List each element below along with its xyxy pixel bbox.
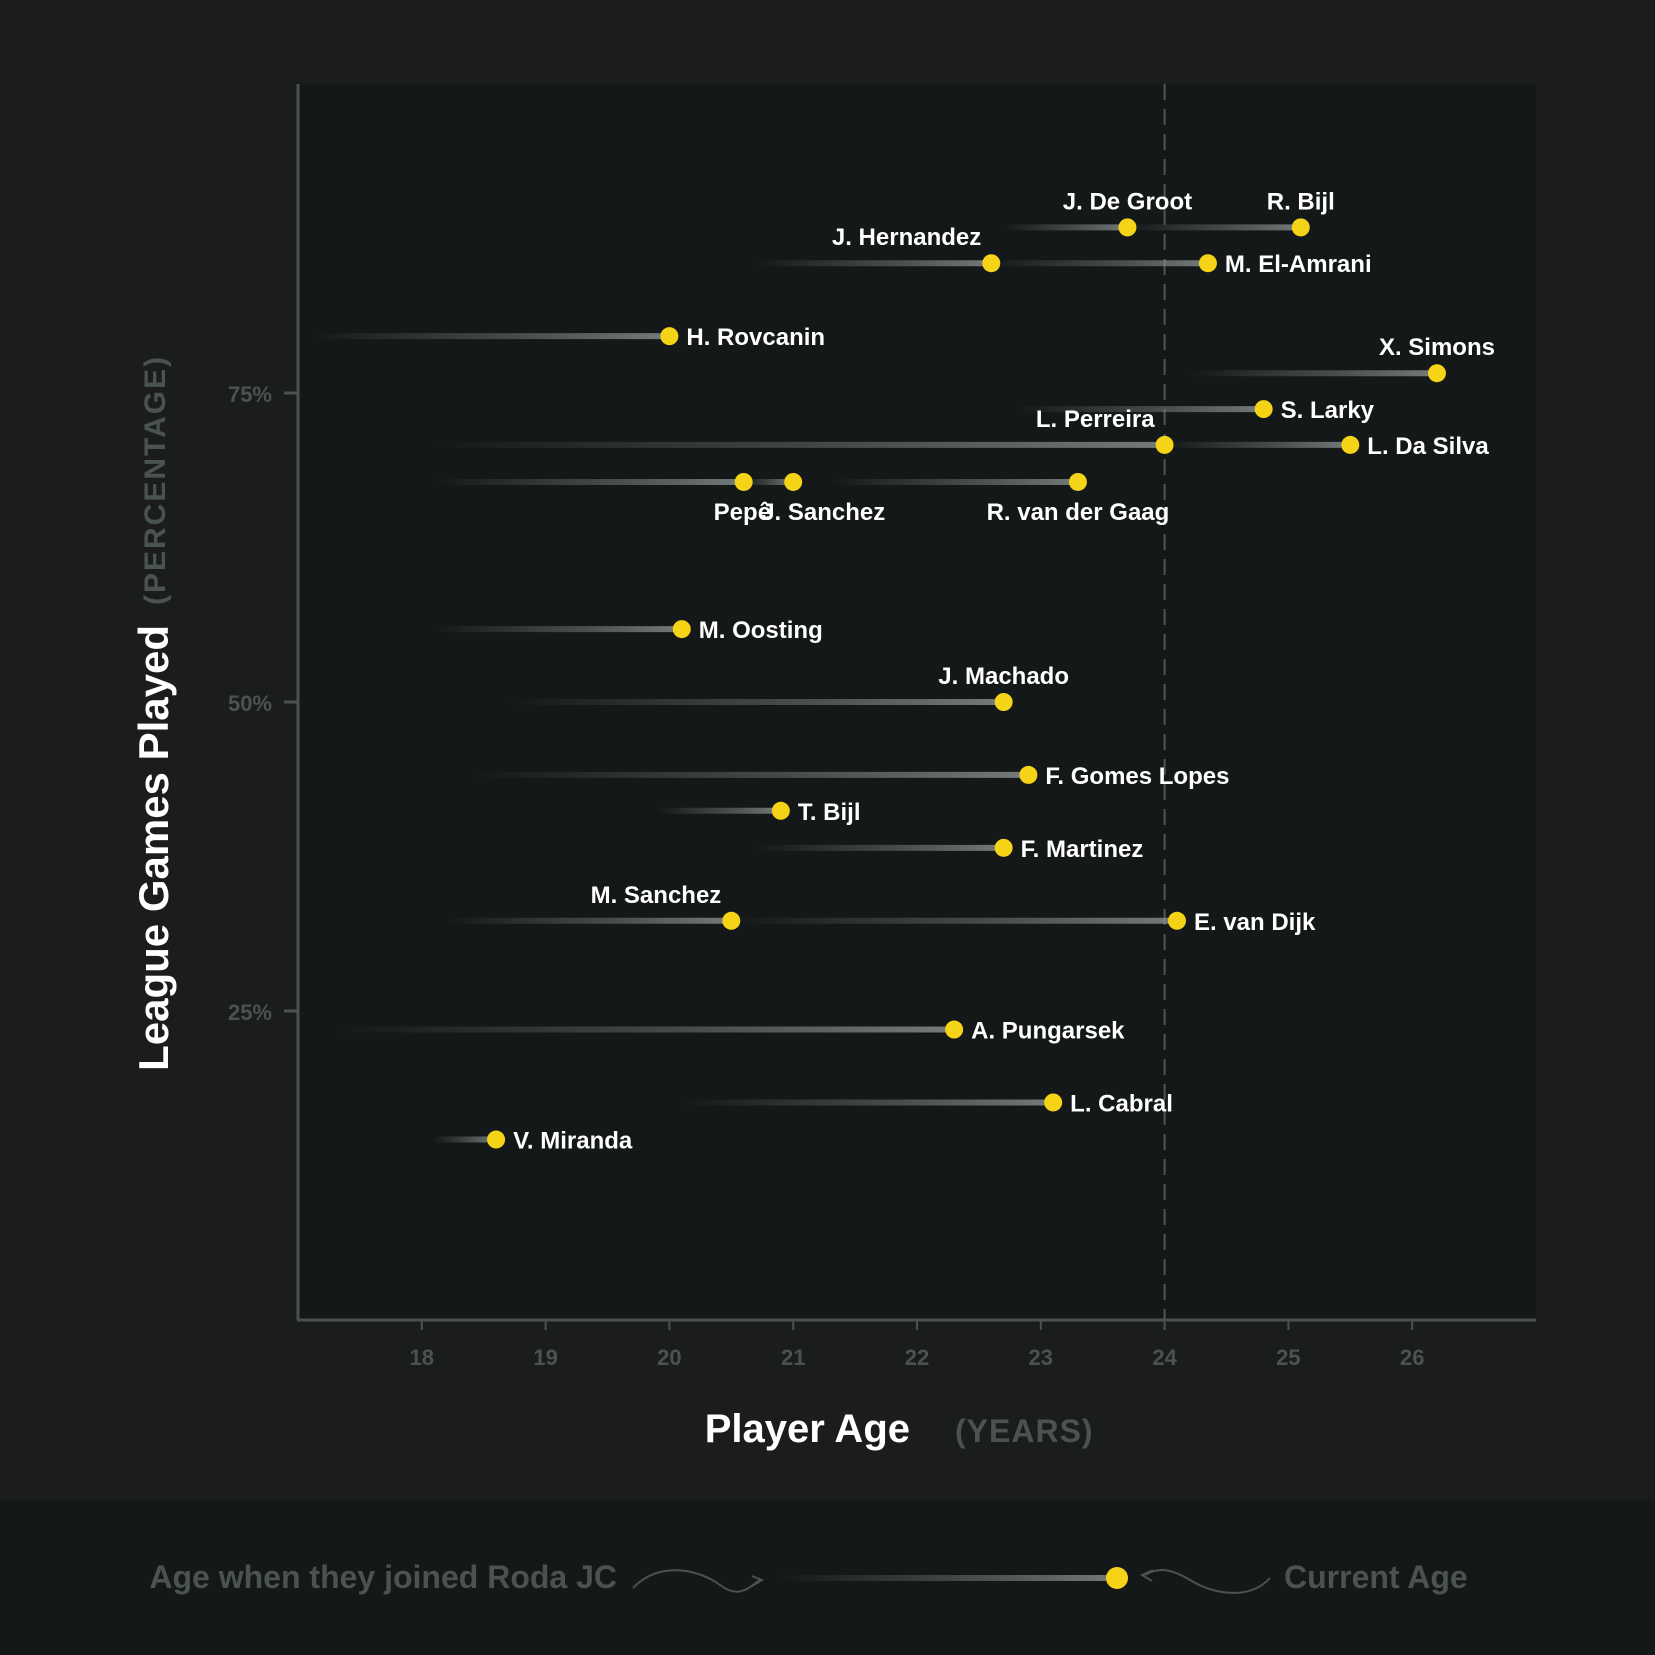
x-tick-label: 21	[781, 1345, 805, 1370]
y-axis-unit: (PERCENTAGE)	[139, 355, 172, 605]
tenure-bar	[434, 441, 1165, 448]
player-label: J. Sanchez	[761, 499, 885, 526]
tenure-bar	[1016, 406, 1264, 413]
player-dot	[1291, 218, 1310, 237]
tenure-bar	[1189, 370, 1437, 377]
player-label: F. Martinez	[1021, 836, 1144, 863]
x-tick-label: 22	[905, 1345, 929, 1370]
tenure-bar	[310, 333, 670, 340]
player-dot	[771, 801, 790, 820]
player-label: X. Simons	[1379, 334, 1495, 361]
player-label: S. Larky	[1281, 397, 1375, 424]
tenure-bar	[830, 478, 1078, 485]
player-dot	[784, 472, 803, 491]
player-label: V. Miranda	[513, 1128, 633, 1155]
x-axis-title: Player Age	[705, 1407, 910, 1451]
legend-dot	[1106, 1567, 1128, 1589]
x-tick-label: 23	[1029, 1345, 1053, 1370]
y-axis-title: League Games Played	[130, 625, 177, 1071]
player-label: F. Gomes Lopes	[1045, 763, 1229, 790]
player-label: J. De Groot	[1063, 188, 1192, 215]
player-dot	[1068, 472, 1087, 491]
legend-bar	[780, 1575, 1118, 1581]
player-dot	[672, 620, 691, 639]
legend-joined-label: Age when they joined Roda JC	[149, 1559, 617, 1595]
player-label: R. van der Gaag	[987, 499, 1170, 526]
tenure-bar	[756, 260, 992, 267]
player-dot	[660, 327, 679, 346]
player-label: Pepê	[714, 499, 771, 526]
player-label: E. van Dijk	[1194, 909, 1316, 936]
player-dot	[722, 911, 741, 930]
x-tick-label: 18	[410, 1345, 434, 1370]
player-dot	[1167, 911, 1186, 930]
player-label: R. Bijl	[1267, 188, 1335, 215]
player-dot	[982, 254, 1001, 273]
x-tick-label: 26	[1400, 1345, 1424, 1370]
tenure-bar	[756, 844, 1004, 851]
player-label: H. Rovcanin	[686, 324, 825, 351]
player-dot	[734, 472, 753, 491]
tenure-bar	[731, 917, 1177, 924]
player-dot	[1341, 435, 1360, 454]
tenure-bar	[434, 626, 682, 633]
y-tick-label: 75%	[228, 382, 272, 407]
tenure-bar	[681, 1099, 1054, 1106]
tenure-bar	[434, 478, 744, 485]
player-label: L. Da Silva	[1367, 433, 1489, 460]
arrow-icon	[1144, 1569, 1271, 1594]
tenure-bar	[743, 478, 794, 485]
arrow-icon	[632, 1569, 761, 1593]
x-tick-label: 25	[1276, 1345, 1300, 1370]
player-dot	[1427, 364, 1446, 383]
player-dot	[487, 1130, 506, 1149]
tenure-bar	[991, 260, 1208, 267]
player-dot	[994, 838, 1013, 857]
y-tick-label: 50%	[228, 691, 272, 716]
arrowhead-icon	[1139, 1569, 1154, 1582]
tenure-bar	[1127, 224, 1301, 231]
x-tick-label: 24	[1152, 1345, 1177, 1370]
player-label: J. Machado	[938, 663, 1069, 690]
legend-current-label: Current Age	[1284, 1559, 1468, 1595]
tenure-bar	[508, 699, 1004, 705]
tenure-bar	[434, 1136, 497, 1143]
player-dot	[1019, 765, 1038, 784]
tenure-bar	[471, 771, 1029, 778]
tenure-bar	[1003, 224, 1128, 231]
player-dot	[1118, 218, 1137, 237]
tenure-bar	[657, 807, 781, 814]
tenure-bar	[1164, 441, 1351, 448]
player-dot	[1198, 254, 1217, 273]
player-dot	[994, 693, 1013, 711]
player-dot	[1254, 400, 1273, 419]
x-tick-label: 19	[533, 1345, 557, 1370]
player-label: M. El-Amrani	[1225, 251, 1372, 278]
player-dot	[1155, 435, 1174, 454]
y-tick-label: 25%	[228, 1000, 272, 1025]
player-label: M. Oosting	[699, 617, 823, 644]
player-dot	[945, 1020, 964, 1039]
tenure-bar	[335, 1026, 955, 1033]
player-label: L. Cabral	[1070, 1090, 1173, 1117]
player-label: L. Perreira	[1036, 406, 1155, 433]
x-axis-unit: (YEARS)	[955, 1413, 1094, 1449]
player-dot	[1044, 1093, 1063, 1112]
x-tick-label: 20	[657, 1345, 681, 1370]
player-label: T. Bijl	[798, 799, 861, 826]
player-label: A. Pungarsek	[971, 1018, 1125, 1045]
arrowhead-icon	[751, 1575, 765, 1587]
player-label: J. Hernandez	[832, 224, 981, 251]
player-label: M. Sanchez	[591, 882, 722, 909]
tenure-bar	[446, 917, 732, 924]
